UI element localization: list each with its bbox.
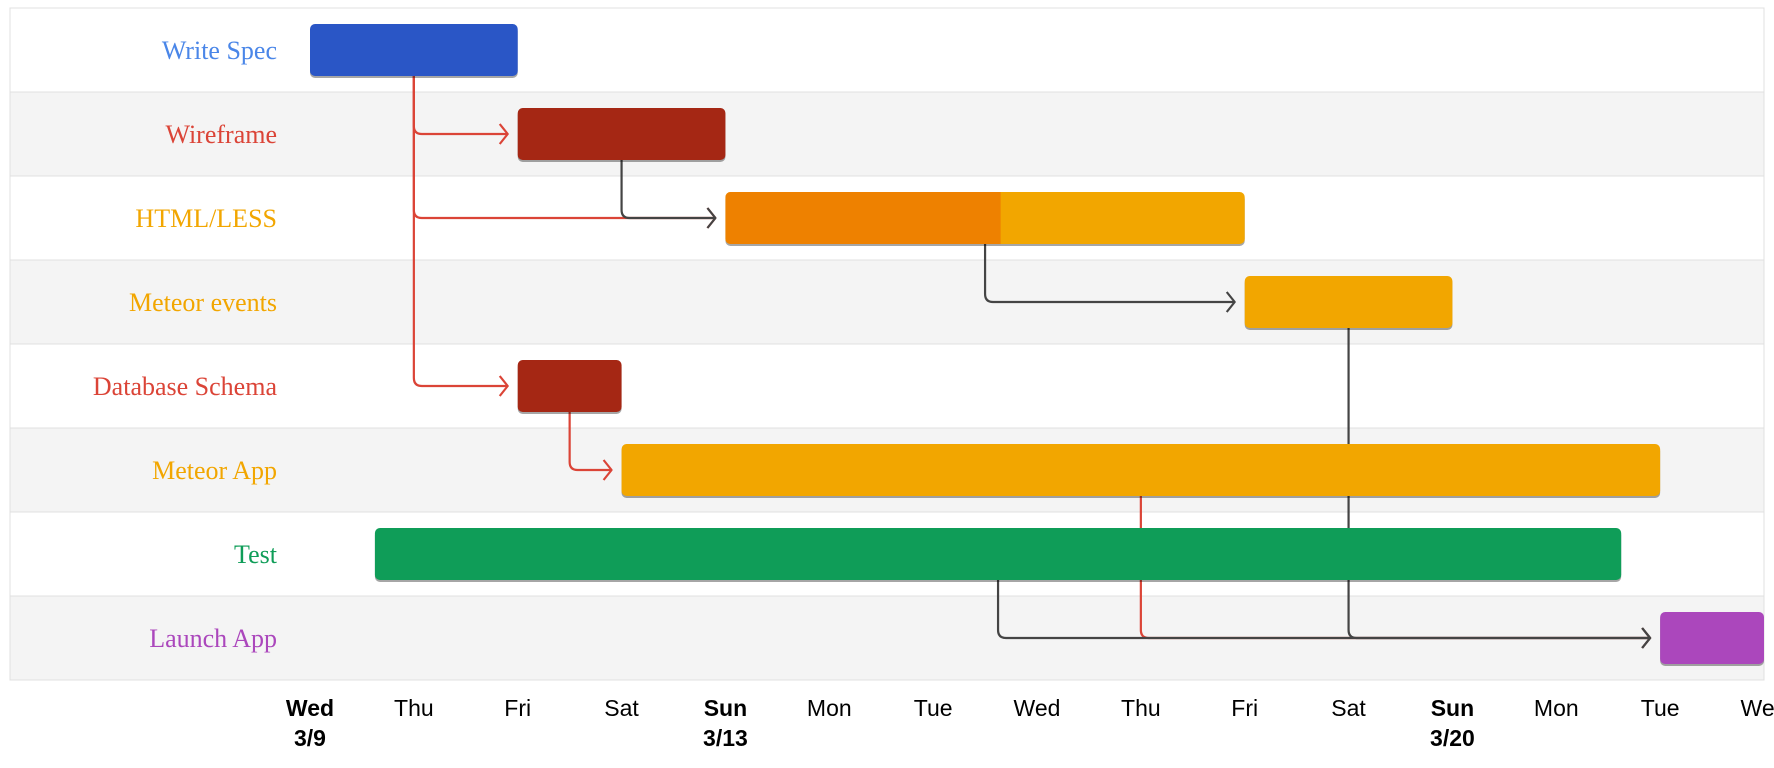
task-bar[interactable]	[310, 24, 518, 76]
task-labels: Write Spec Wireframe HTML/LESS Meteor event…	[93, 36, 278, 653]
task-bar[interactable]	[517, 108, 726, 160]
x-tick-label: Thu	[1121, 695, 1161, 721]
arrow-head	[602, 459, 613, 481]
task-bars	[310, 24, 1764, 666]
x-tick-label: Wed	[286, 695, 334, 721]
arrow-head	[498, 123, 509, 145]
arrow-head	[1225, 291, 1236, 313]
task-bar[interactable]	[517, 360, 622, 412]
task-bar[interactable]	[374, 528, 1622, 580]
dependency-arrow	[1347, 328, 1651, 640]
x-tick-label: Sun	[1431, 695, 1474, 721]
x-tick-label: Tue	[1641, 695, 1680, 721]
x-tick-label: Fri	[1231, 695, 1258, 721]
row-background	[9, 91, 1765, 177]
x-tick-label: Sat	[604, 695, 639, 721]
task-bar-app[interactable]	[621, 444, 1661, 498]
task-bar-launch[interactable]	[1660, 612, 1764, 666]
x-tick-label: Wed	[1741, 695, 1774, 721]
task-label: Wireframe	[165, 120, 277, 149]
x-tick-label: Sat	[1331, 695, 1366, 721]
x-tick-label: Mon	[1534, 695, 1579, 721]
task-label: HTML/LESS	[135, 204, 277, 233]
task-label: Write Spec	[162, 36, 277, 65]
row-backgrounds	[9, 7, 1765, 681]
x-tick-label: Tue	[914, 695, 953, 721]
x-tick-sublabel: 3/9	[294, 725, 326, 751]
row-background	[9, 343, 1765, 429]
dependency-arrow	[996, 580, 1651, 640]
dependency-arrow	[412, 76, 508, 388]
task-bar[interactable]	[1244, 276, 1453, 328]
task-bar-html[interactable]	[725, 192, 1245, 246]
task-label: Meteor App	[152, 456, 277, 485]
task-label: Database Schema	[93, 372, 278, 401]
task-bar[interactable]	[1660, 612, 1764, 664]
task-bar-spec[interactable]	[310, 24, 518, 78]
x-tick-sublabel: 3/13	[703, 725, 748, 751]
dependency-arrow	[983, 244, 1235, 304]
task-bar[interactable]	[621, 444, 1661, 496]
x-tick-label: Fri	[504, 695, 531, 721]
task-bar-wire[interactable]	[517, 108, 726, 162]
arrow-head	[706, 207, 717, 229]
row-background	[9, 259, 1765, 345]
task-label: Test	[234, 540, 278, 569]
dependency-arrows	[412, 76, 1652, 649]
dependency-arrow	[620, 160, 716, 220]
x-axis: Wed 3/9 Thu Fri Sat Sun 3/13 Mon Tue Wed Thu Fri Sat…	[286, 695, 1774, 751]
x-tick-label: Mon	[807, 695, 852, 721]
arrow-head	[1641, 627, 1652, 649]
task-bar-test[interactable]	[374, 528, 1622, 582]
arrow-head	[498, 375, 509, 397]
task-progress	[725, 192, 1001, 244]
task-bar-schema[interactable]	[517, 360, 622, 414]
x-tick-label: Sun	[704, 695, 747, 721]
task-bar-events[interactable]	[1244, 276, 1453, 330]
x-tick-label: Wed	[1014, 695, 1061, 721]
row-background	[9, 7, 1765, 93]
x-tick-label: Thu	[394, 695, 434, 721]
x-tick-sublabel: 3/20	[1430, 725, 1475, 751]
task-label: Meteor events	[129, 288, 277, 317]
dependency-arrow	[568, 412, 612, 472]
task-label: Launch App	[149, 624, 277, 653]
